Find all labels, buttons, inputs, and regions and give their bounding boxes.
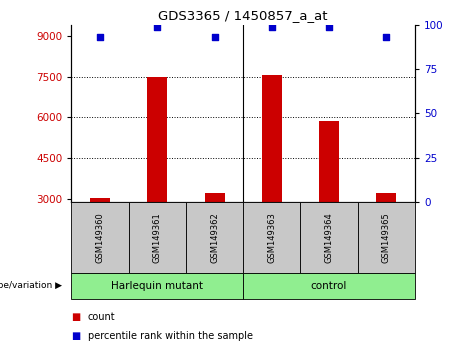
Text: GSM149361: GSM149361 — [153, 212, 162, 263]
Text: ■: ■ — [71, 331, 81, 341]
Bar — [262, 75, 282, 202]
Text: percentile rank within the sample: percentile rank within the sample — [88, 331, 253, 341]
Point — [268, 24, 276, 29]
Text: GSM149364: GSM149364 — [325, 212, 334, 263]
Bar — [205, 193, 225, 202]
Text: control: control — [311, 281, 347, 291]
Point — [154, 24, 161, 29]
Bar — [148, 77, 167, 202]
Point — [211, 34, 218, 40]
Text: GSM149365: GSM149365 — [382, 212, 391, 263]
Text: GSM149360: GSM149360 — [95, 212, 105, 263]
Bar — [376, 193, 396, 202]
Text: GSM149362: GSM149362 — [210, 212, 219, 263]
Point — [96, 34, 104, 40]
Title: GDS3365 / 1450857_a_at: GDS3365 / 1450857_a_at — [159, 9, 328, 22]
Text: count: count — [88, 312, 115, 322]
Text: genotype/variation ▶: genotype/variation ▶ — [0, 281, 62, 290]
Text: Harlequin mutant: Harlequin mutant — [111, 281, 203, 291]
Text: GSM149363: GSM149363 — [267, 212, 276, 263]
Bar — [319, 121, 339, 202]
Point — [383, 34, 390, 40]
Point — [325, 24, 333, 29]
Text: ■: ■ — [71, 312, 81, 322]
Bar — [90, 198, 110, 202]
